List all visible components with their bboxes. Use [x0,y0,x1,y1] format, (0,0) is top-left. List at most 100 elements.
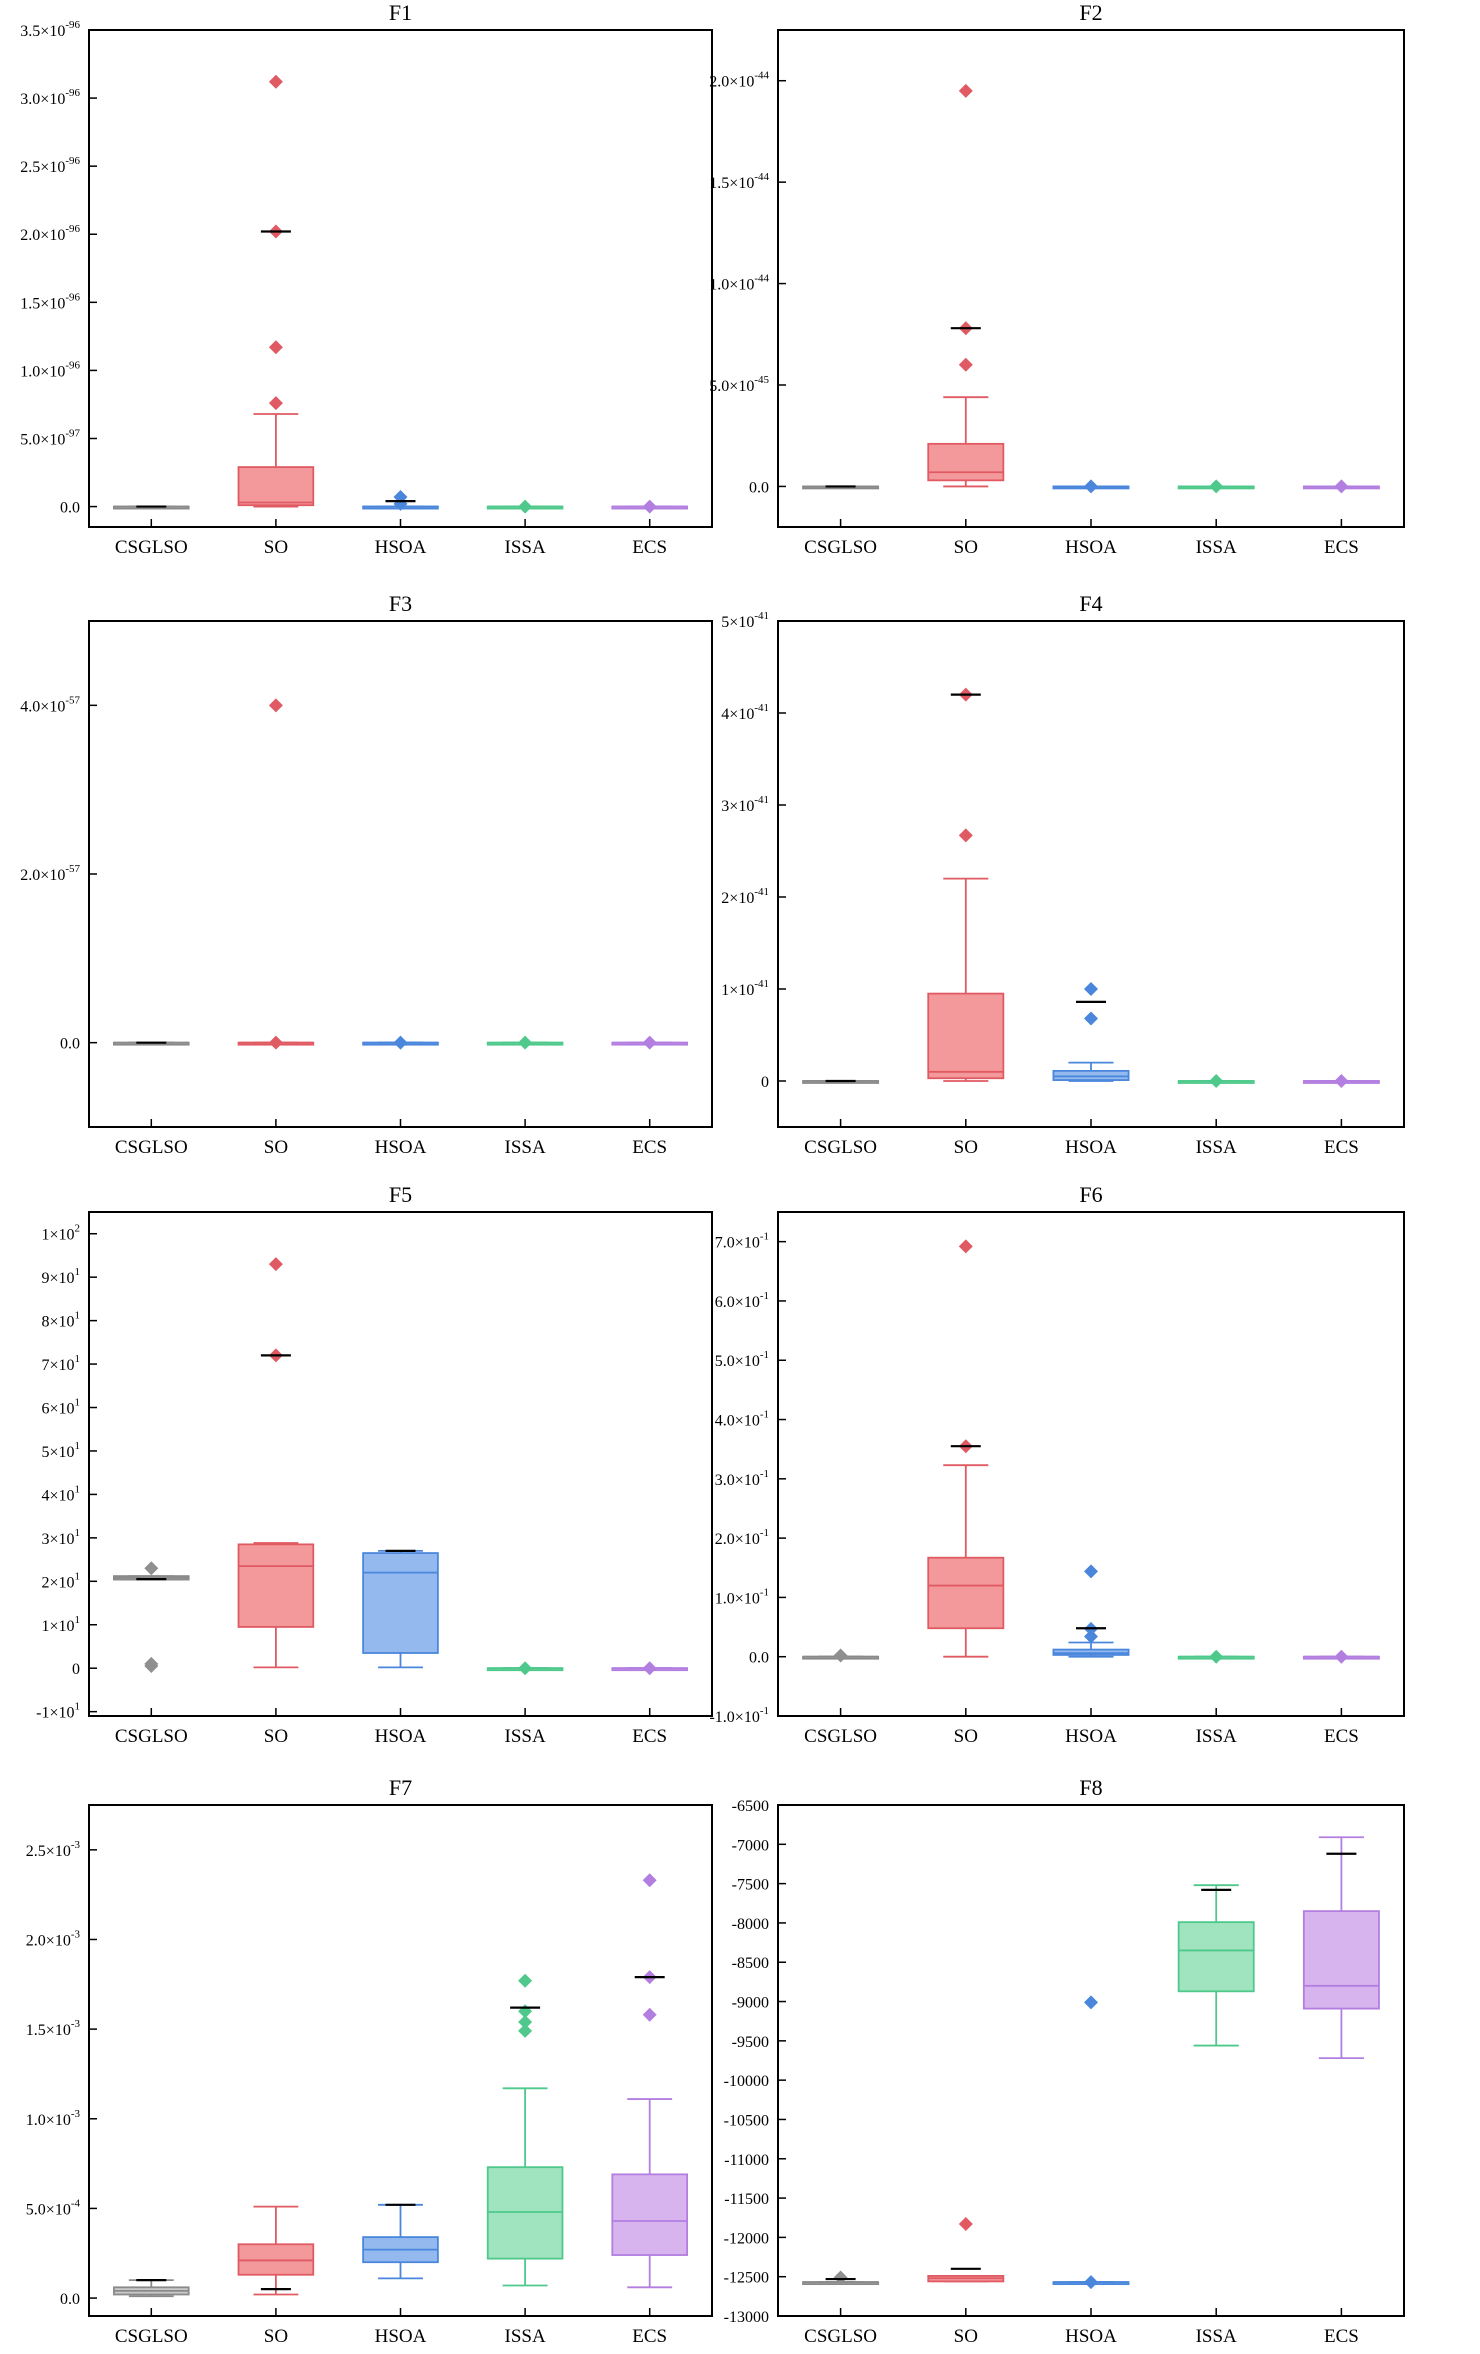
x-tick-label-so: SO [264,537,288,558]
y-tick-label: 6×101 [41,1397,80,1418]
x-tick-label-hsoa: HSOA [375,1726,427,1747]
outlier-marker [642,2007,657,2022]
box-hsoa [1052,982,1130,1082]
box-body [611,2173,688,2256]
chart-panel-f2: F2 0.0 5.0×10-45 1.0×10-44 1.5×10-44 2.0×10-4… [709,0,1405,558]
box-so [237,74,315,508]
y-tick-label: 3.5×10-96 [20,19,80,40]
y-tick-label: -8500 [732,1955,769,1972]
x-tick-label-so: SO [954,2326,978,2347]
box-hsoa [1052,1995,1130,2290]
y-tick-label: -1.0×10-1 [709,1705,769,1726]
y-tick-label: 0.0 [60,500,80,517]
box-ecs [611,499,688,514]
x-tick-label-csglso: CSGLSO [804,1726,877,1747]
box-issa [1177,479,1255,494]
x-tick-label-so: SO [264,1137,288,1158]
x-tick-label-hsoa: HSOA [1065,537,1117,558]
box-so [927,83,1005,488]
chart-panel-f5: F5 -1×101 0 1×101 2×101 3×101 4×101 5×101 6×101 7… [36,1182,713,1747]
y-tick-label: 2.0×10-1 [715,1527,769,1548]
outlier-marker [268,74,283,89]
chart-title: F6 [1079,1182,1102,1207]
plot-frame [88,29,713,528]
y-tick-label: 5.0×10-4 [26,2197,81,2218]
y-tick-label: 2.0×10-96 [20,223,80,244]
outlier-marker [1084,1564,1098,1579]
chart-panel-f8: F8 -13000 -12500 -12000 -11500 -11000 -10500 -1… [724,1775,1405,2347]
outlier-marker [518,2004,533,2019]
x-tick-label-ecs: ECS [1324,2326,1359,2347]
chart-title: F5 [389,1182,412,1207]
y-tick-label: 3.0×10-96 [20,87,80,108]
y-tick-label: -7500 [732,1877,769,1894]
box-csglso [113,1041,190,1046]
y-tick-label: 2.0×10-3 [26,1928,81,1949]
y-tick-label: 1.0×10-44 [709,273,769,294]
box-so [237,698,315,1050]
x-tick-label-hsoa: HSOA [375,537,427,558]
chart-title: F8 [1079,1775,1102,1800]
x-tick-label-csglso: CSGLSO [115,1137,188,1158]
box-issa [1177,1884,1255,2047]
x-tick-label-csglso: CSGLSO [115,2326,188,2347]
y-tick-label: 8×101 [41,1310,80,1331]
box-so [927,687,1005,1082]
box-issa [486,1035,564,1050]
x-tick-label-issa: ISSA [505,537,546,558]
box-ecs [1302,1074,1380,1088]
outlier-marker [518,1973,533,1988]
x-tick-label-hsoa: HSOA [1065,1726,1117,1747]
box-ecs [1302,1649,1380,1664]
y-tick-label: 1×101 [41,1614,80,1635]
chart-panel-f4: F4 0 1×10-41 2×10-41 3×10-41 4×10-41 5×10-41 CS… [721,591,1405,1158]
y-tick-label: 1.0×10-1 [715,1586,769,1607]
box-so [237,1257,315,1669]
box-so [927,1239,1005,1658]
y-tick-label: 0 [761,1074,769,1091]
box-issa [486,1973,564,2287]
outlier-marker [518,1035,533,1050]
box-issa [486,499,564,514]
y-tick-label: 3×10-41 [721,794,769,815]
y-tick-label: -13000 [724,2309,769,2326]
x-tick-label-csglso: CSGLSO [115,1726,188,1747]
y-tick-label: 0.0 [60,1036,80,1053]
chart-panel-f3: F3 0.0 2.0×10-57 4.0×10-57 CSGLSO SO HSOA ISSA E… [20,591,713,1158]
outlier-marker [144,1656,159,1671]
box-ecs [611,1035,688,1050]
x-tick-label-csglso: CSGLSO [804,2326,877,2347]
outlier-marker [642,499,657,514]
outlier-marker [1084,1995,1098,2010]
x-tick-label-issa: ISSA [1196,1137,1237,1158]
y-tick-label: -9000 [732,1995,769,2012]
outlier-marker [268,340,283,355]
box-body [362,1552,439,1654]
chart-panel-f7: F7 0.0 5.0×10-4 1.0×10-3 1.5×10-3 2.0×10-3 2.5… [26,1775,713,2347]
box-body [1302,1910,1380,2010]
box-csglso [113,2279,190,2298]
x-tick-label-so: SO [954,1137,978,1158]
outlier-marker [958,828,973,843]
y-tick-label: -10000 [724,2073,769,2090]
y-tick-label: -12000 [724,2230,769,2247]
x-tick-label-issa: ISSA [505,2326,546,2347]
x-tick-label-ecs: ECS [632,2326,667,2347]
x-tick-label-issa: ISSA [1196,1726,1237,1747]
x-tick-label-csglso: CSGLSO [804,537,877,558]
outlier-marker [958,1239,973,1254]
y-tick-label: 1.5×10-96 [20,291,80,312]
y-tick-label: 4×101 [41,1483,80,1504]
y-tick-label: 4.0×10-57 [20,694,80,715]
y-tick-label: 5×101 [41,1440,80,1461]
y-tick-label: 1×102 [41,1223,80,1244]
outlier-marker [958,2217,973,2232]
outlier-marker [833,2270,848,2285]
outlier-marker [1084,1629,1098,1644]
box-so [237,2205,315,2296]
outlier-marker [833,1648,848,1663]
outlier-marker [1209,1074,1224,1088]
y-tick-label: 0.0 [749,479,769,496]
